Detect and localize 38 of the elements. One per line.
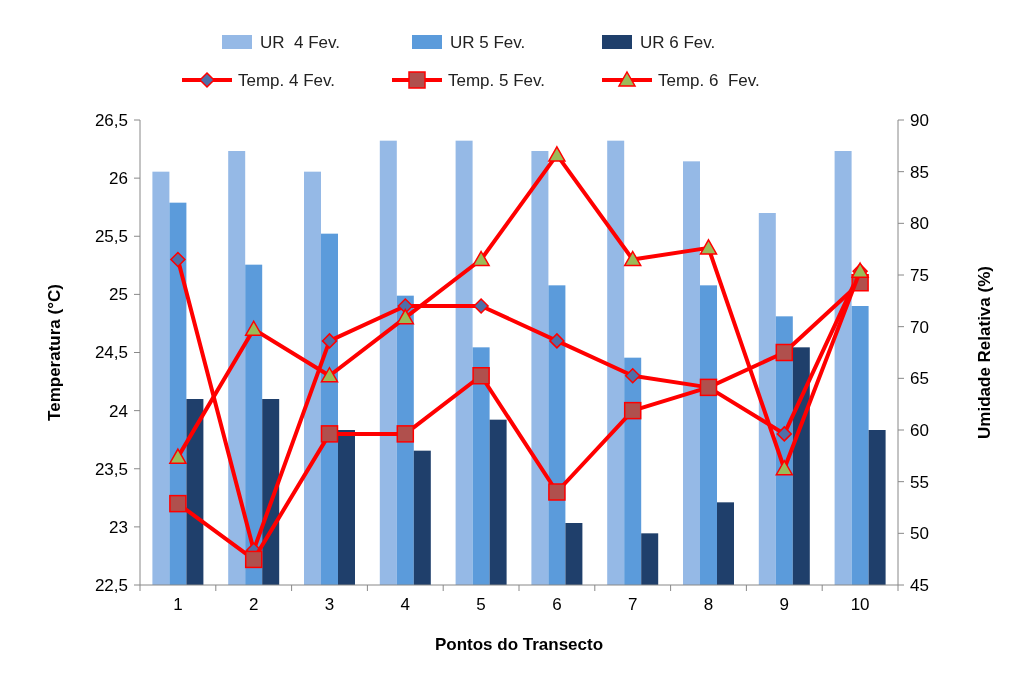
legend-label: UR 4 Fev.	[260, 32, 340, 52]
x-tick-label: 4	[400, 595, 411, 614]
x-tick-label: 2	[248, 595, 259, 614]
y2-tick-label: 90	[910, 110, 929, 130]
y-tick-label: 26,5	[94, 110, 128, 130]
y2-tick-label: 55	[910, 472, 929, 492]
y-tick-label: 25,5	[94, 227, 128, 247]
x-tick-label: 1	[173, 595, 183, 614]
y2-axis-title: Umidade Relativa (%)	[975, 266, 994, 439]
x-tick-label: 7	[627, 595, 638, 614]
y-tick-label: 25	[109, 285, 128, 305]
y-tick-label: 23	[109, 517, 128, 537]
x-tick-label: 10	[850, 595, 870, 614]
y2-tick-label: 45	[910, 575, 929, 595]
x-tick-label: 9	[779, 595, 790, 614]
x-tick-label: 8	[703, 595, 714, 614]
y-axis-title: Temperatura (°C)	[45, 284, 64, 421]
legend-label: UR 6 Fev.	[640, 32, 716, 52]
y2-tick-label: 80	[910, 214, 929, 234]
y2-tick-label: 65	[910, 369, 929, 389]
x-tick-label: 5	[476, 595, 486, 614]
y-tick-label: 23,5	[94, 459, 128, 479]
y-tick-label: 24,5	[94, 343, 128, 363]
y-tick-label: 24	[109, 401, 128, 421]
x-axis-title: Pontos do Transecto	[434, 635, 604, 654]
legend-label: Temp. 5 Fev.	[448, 70, 545, 90]
x-tick-label: 3	[324, 595, 335, 614]
legend-label: UR 5 Fev.	[450, 32, 526, 52]
legend-label: Temp. 4 Fev.	[238, 70, 335, 90]
y-tick-label: 22,5	[94, 575, 128, 595]
y2-tick-label: 60	[910, 420, 929, 440]
y2-tick-label: 50	[910, 524, 929, 544]
y2-tick-label: 75	[910, 265, 929, 285]
x-tick-label: 6	[552, 595, 562, 614]
legend-label: Temp. 6 Fev.	[658, 70, 760, 90]
y2-tick-label: 85	[910, 162, 929, 182]
y2-tick-label: 70	[910, 317, 929, 337]
y-tick-label: 26	[109, 169, 128, 189]
